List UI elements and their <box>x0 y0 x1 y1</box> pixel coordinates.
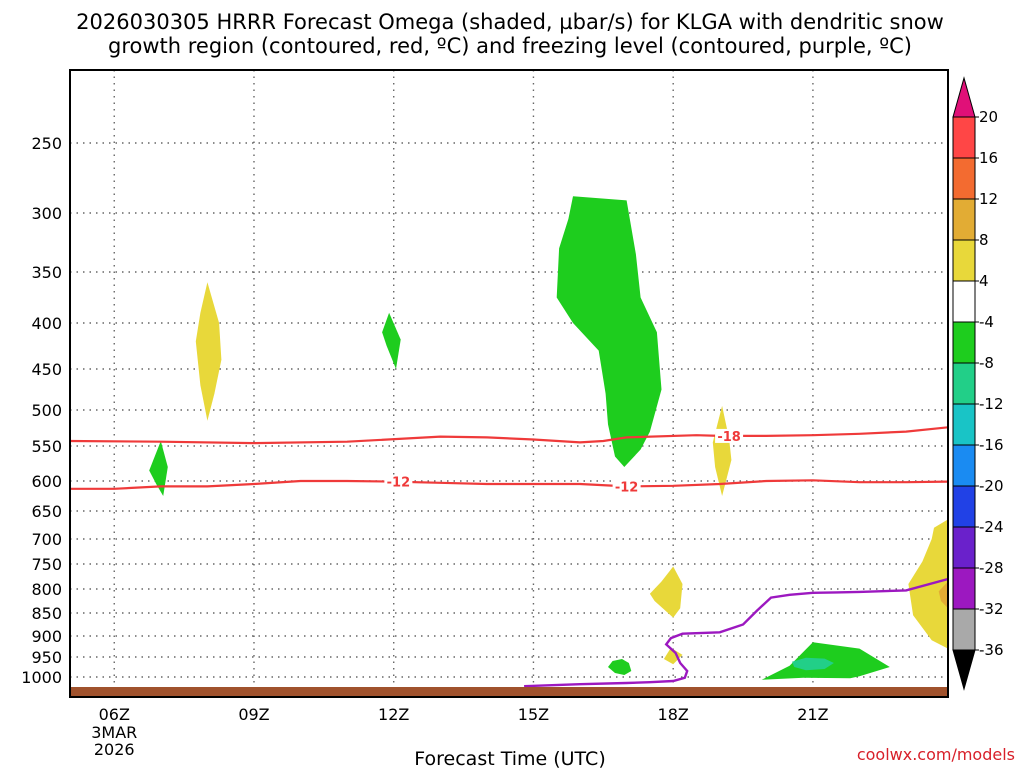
colorbar-label: -24 <box>979 518 1004 536</box>
x-tick-label: 21Z <box>797 705 828 724</box>
y-tick-label: 800 <box>31 580 62 599</box>
colorbar-band <box>952 567 976 610</box>
y-tick-label: 900 <box>31 627 62 646</box>
y-tick-label: 750 <box>31 555 62 574</box>
y-tick-label: 950 <box>31 648 62 667</box>
colorbar-band <box>952 444 976 487</box>
colorbar-label: -36 <box>979 641 1004 659</box>
chart-title-line1: 2026030305 HRRR Forecast Omega (shaded, … <box>76 10 944 34</box>
y-tick-label: 600 <box>31 472 62 491</box>
colorbar: 20 16 12 8 4 -4 -8 -12 -16 -20 -24 -28 -32 -36 <box>952 76 1004 691</box>
freezing-level-line <box>524 577 948 688</box>
y-tick-label: 700 <box>31 530 62 549</box>
y-tick-label: 400 <box>31 314 62 333</box>
colorbar-band <box>952 321 976 364</box>
ground-strip <box>70 687 948 697</box>
y-tick-label: 350 <box>31 263 62 282</box>
colorbar-band <box>952 116 976 159</box>
omega-area-positive <box>195 282 222 421</box>
x-tick-label: 18Z <box>658 705 689 724</box>
colorbar-band <box>952 157 976 200</box>
x-tick-year: 2026 <box>94 740 135 759</box>
isotherm-line--12 <box>70 479 948 490</box>
colorbar-label: 4 <box>979 272 989 290</box>
y-tick-label: 550 <box>31 437 62 456</box>
plot-area: 250 300 350 400 450 500 550 600 650 700 750 800 850 9… <box>21 69 949 759</box>
colorbar-label: 20 <box>979 108 998 126</box>
colorbar-label: 16 <box>979 149 998 167</box>
chart-title-line2: growth region (contoured, red, ºC) and f… <box>108 34 912 58</box>
isotherm-line--18 <box>70 426 948 445</box>
colorbar-label: 8 <box>979 231 989 249</box>
isotherm-label-bg <box>384 474 413 489</box>
colorbar-bottom-arrow <box>952 649 976 691</box>
y-tick-label: 500 <box>31 401 62 420</box>
colorbar-label: 12 <box>979 190 998 208</box>
x-tick-label: 09Z <box>238 705 269 724</box>
credit-text: coolwx.com/models <box>857 745 1015 764</box>
x-axis-label: Forecast Time (UTC) <box>414 748 605 768</box>
colorbar-band <box>952 362 976 405</box>
y-tick-label: 850 <box>31 604 62 623</box>
x-tick-label: 06Z <box>99 705 130 724</box>
omega-area-positive <box>649 566 683 618</box>
omega-area-negative <box>556 196 662 467</box>
colorbar-band <box>952 239 976 282</box>
colorbar-top-arrow <box>952 76 976 118</box>
omega-area-negative <box>792 657 834 671</box>
colorbar-label: -8 <box>979 354 994 372</box>
colorbar-label: -12 <box>979 395 1004 413</box>
x-tick-label: 12Z <box>378 705 409 724</box>
y-tick-label: 650 <box>31 502 62 521</box>
omega-area-positive <box>712 405 732 496</box>
colorbar-label: -16 <box>979 436 1004 454</box>
colorbar-band <box>952 280 976 323</box>
colorbar-label: -4 <box>979 313 994 331</box>
omega-area-negative <box>382 312 401 369</box>
colorbar-band <box>952 526 976 569</box>
omega-area-positive <box>663 647 683 665</box>
y-tick-label: 300 <box>31 204 62 223</box>
plot-frame <box>69 69 949 698</box>
y-tick-label: 450 <box>31 360 62 379</box>
x-tick-label: 15Z <box>518 705 549 724</box>
x-tick-date: 3MAR <box>91 723 137 742</box>
isotherm-label: -18 <box>717 430 741 445</box>
omega-area-negative <box>608 659 632 675</box>
colorbar-label: -20 <box>979 477 1004 495</box>
colorbar-band <box>952 198 976 241</box>
colorbar-band <box>952 485 976 528</box>
omega-area-negative <box>149 441 168 496</box>
colorbar-label: -32 <box>979 600 1004 618</box>
isotherm-label: -12 <box>615 480 639 495</box>
omega-areas <box>149 196 948 680</box>
isotherm-label-bg <box>612 479 641 494</box>
isotherm-label-bg <box>715 428 744 443</box>
omega-area-positive <box>938 581 948 609</box>
colorbar-band <box>952 403 976 446</box>
colorbar-label: -28 <box>979 559 1004 577</box>
y-tick-label: 250 <box>31 134 62 153</box>
y-tick-label: 1000 <box>21 668 62 687</box>
colorbar-band <box>952 608 976 651</box>
isotherm-label: -12 <box>387 476 411 491</box>
